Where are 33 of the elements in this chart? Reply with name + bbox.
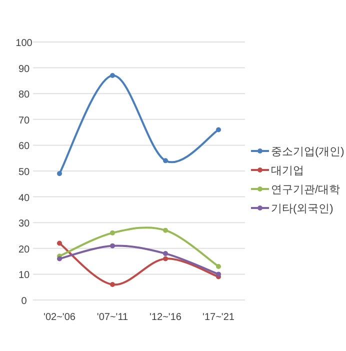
- y-tick-label: 40: [18, 192, 30, 204]
- y-tick-label: 80: [18, 90, 30, 101]
- legend-label: 기타(외국인): [271, 203, 334, 215]
- point: [163, 256, 168, 262]
- point: [216, 127, 221, 132]
- legend-label: 중소기업(개인): [271, 146, 344, 158]
- legend-label: 연구기관/대학: [271, 184, 340, 196]
- y-tick-label: 0: [21, 296, 28, 307]
- y-tick-label: 20: [18, 244, 30, 256]
- y-tick-label: 100: [16, 38, 33, 49]
- point: [216, 264, 221, 269]
- x-tick-label: '12~'16: [150, 312, 182, 323]
- point: [57, 256, 62, 262]
- y-tick-label: 70: [18, 115, 30, 126]
- x-tick-label: '02~'06: [44, 312, 76, 323]
- legend-label: 대기업: [271, 165, 304, 177]
- x-tick-label: '17~'21: [202, 312, 235, 323]
- point: [57, 240, 62, 246]
- point: [110, 73, 115, 78]
- point: [110, 282, 115, 288]
- y-tick-label: 90: [18, 64, 30, 75]
- point: [163, 228, 168, 233]
- point: [163, 158, 168, 164]
- point: [110, 243, 115, 248]
- y-tick-label: 30: [18, 218, 30, 230]
- y-tick-label: 50: [18, 167, 30, 178]
- point: [216, 272, 221, 277]
- point: [163, 251, 168, 256]
- y-tick-label: 60: [18, 141, 30, 152]
- point: [110, 230, 115, 236]
- x-tick-label: '07~'11: [96, 312, 129, 323]
- y-tick-label: 10: [18, 270, 30, 282]
- point: [57, 171, 62, 176]
